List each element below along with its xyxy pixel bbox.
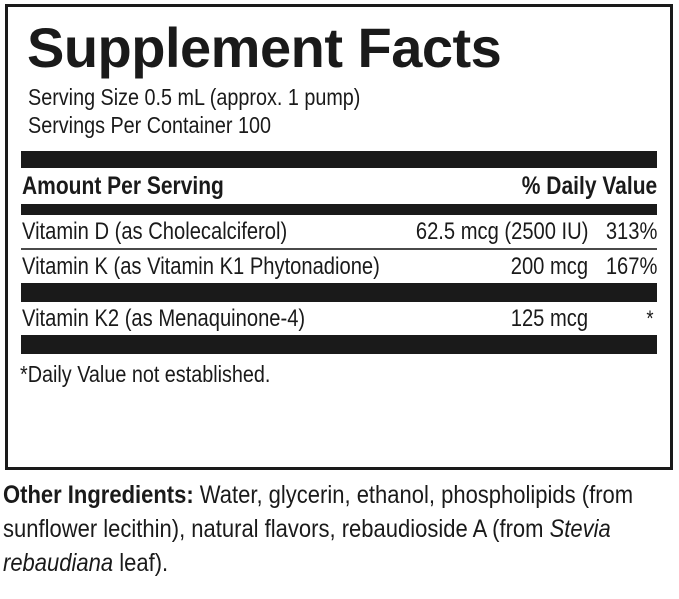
other-ingredients-botanical-name: Stevia rebaudiana xyxy=(3,515,611,577)
other-ingredients-label: Other Ingredients: xyxy=(3,481,194,509)
page-title: Supplement Facts xyxy=(27,16,502,79)
table-row: Vitamin D (as Cholecalciferol) 62.5 mcg … xyxy=(21,215,657,248)
header-bottom-rule xyxy=(21,204,657,215)
nutrient-name: Vitamin K2 (as Menaquinone-4) xyxy=(22,305,306,332)
other-ingredients-text-before: Water, glycerin, ethanol, phospholipids … xyxy=(3,481,634,543)
nutrient-name: Vitamin D (as Cholecalciferol) xyxy=(22,218,288,245)
spacer-before-header-bar xyxy=(8,139,670,151)
other-ingredients-block: Other Ingredients: Water, glycerin, etha… xyxy=(3,478,679,580)
nutrient-amount: 125 mcg xyxy=(510,305,588,332)
daily-value-footnote: *Daily Value not established. xyxy=(20,361,271,387)
serving-size-line: Serving Size 0.5 mL (approx. 1 pump) xyxy=(28,84,361,110)
servings-per-container-line: Servings Per Container 100 xyxy=(28,112,272,138)
nutrient-daily-value: 167% xyxy=(605,253,657,280)
supplement-facts-panel: Supplement Facts Serving Size 0.5 mL (ap… xyxy=(5,4,673,470)
header-thick-rule xyxy=(21,151,657,168)
amount-per-serving-header: Amount Per Serving xyxy=(22,172,224,200)
nutrient-daily-value: * xyxy=(646,306,654,331)
other-ingredients-text-after: leaf). xyxy=(113,549,169,577)
nutrient-name: Vitamin K (as Vitamin K1 Phytonadione) xyxy=(22,253,380,280)
row-separator-hairline xyxy=(21,248,657,250)
nutrient-amount: 200 mcg xyxy=(510,253,588,280)
serving-info-block: Serving Size 0.5 mL (approx. 1 pump) Ser… xyxy=(8,77,670,139)
daily-value-header: % Daily Value xyxy=(521,172,657,200)
row-separator-thick-rule xyxy=(21,283,657,302)
footnote-top-rule xyxy=(21,335,657,354)
table-header-row: Amount Per Serving % Daily Value xyxy=(21,168,657,204)
nutrient-daily-value: 313% xyxy=(605,218,657,245)
table-row: Vitamin K (as Vitamin K1 Phytonadione) 2… xyxy=(21,250,657,283)
table-row: Vitamin K2 (as Menaquinone-4) 125 mcg * xyxy=(21,302,657,335)
nutrient-amount: 62.5 mcg (2500 IU) xyxy=(415,218,588,245)
